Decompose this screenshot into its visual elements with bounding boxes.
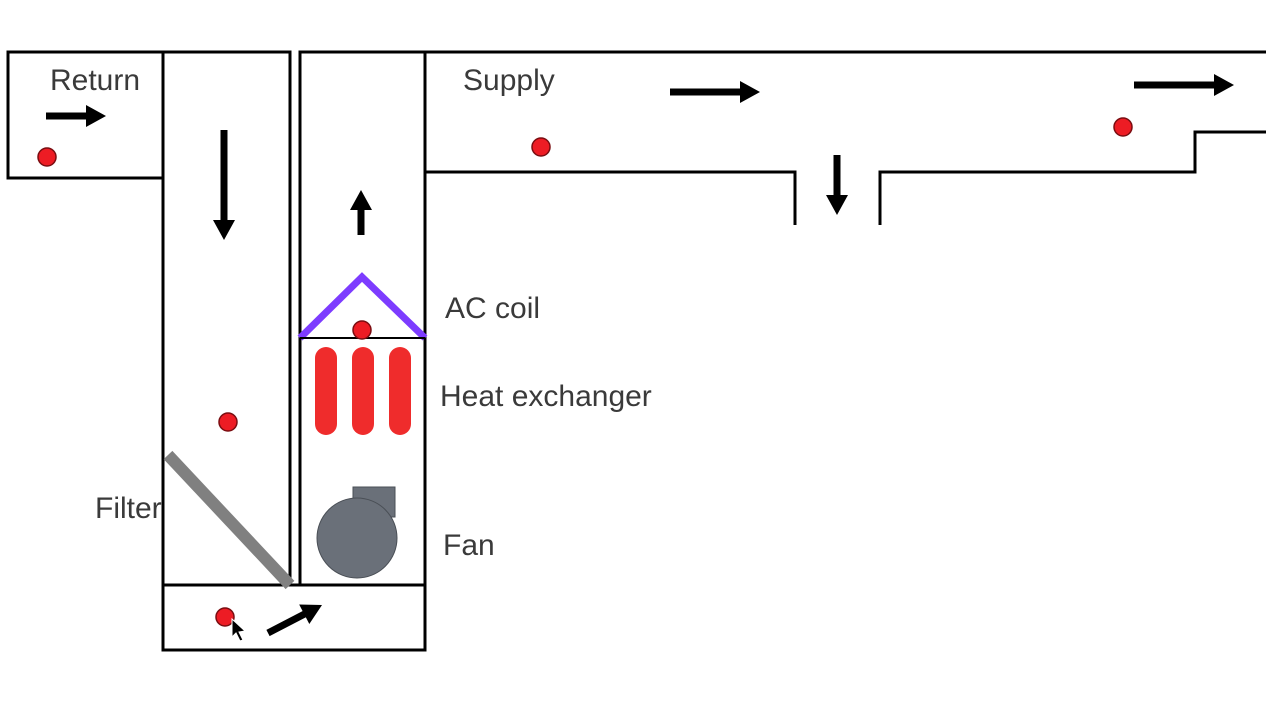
plenum-sensor: [216, 608, 234, 626]
down-arrow: [213, 130, 235, 240]
return-label: Return: [50, 64, 140, 97]
return-duct-sensor: [219, 413, 237, 431]
sensors: [38, 118, 1132, 626]
up-arrow: [350, 190, 372, 235]
branch-down: [826, 155, 848, 215]
filter-label: Filter: [95, 492, 162, 525]
return-sensor: [38, 148, 56, 166]
supply-arrow-2: [1134, 74, 1234, 96]
branch-sensor: [1114, 118, 1132, 136]
supply-sensor: [532, 138, 550, 156]
cursor-icon: [232, 619, 245, 641]
return-arrow: [46, 105, 106, 127]
coil-sensor: [353, 321, 371, 339]
supply-label: Supply: [463, 64, 555, 97]
hvac-diagram: Return Supply AC coil Heat exchanger Fan…: [0, 0, 1280, 720]
fan: [317, 487, 397, 578]
ac-coil-label: AC coil: [445, 292, 540, 325]
heat-exchanger: [315, 347, 411, 435]
heat-exchanger-label: Heat exchanger: [440, 380, 652, 413]
supply-arrow-1: [670, 81, 760, 103]
plenum-arrow: [268, 604, 322, 633]
filter: [168, 455, 290, 585]
fan-label: Fan: [443, 529, 495, 562]
duct-outlines: [8, 52, 1266, 650]
flow-arrows: [46, 74, 1234, 633]
